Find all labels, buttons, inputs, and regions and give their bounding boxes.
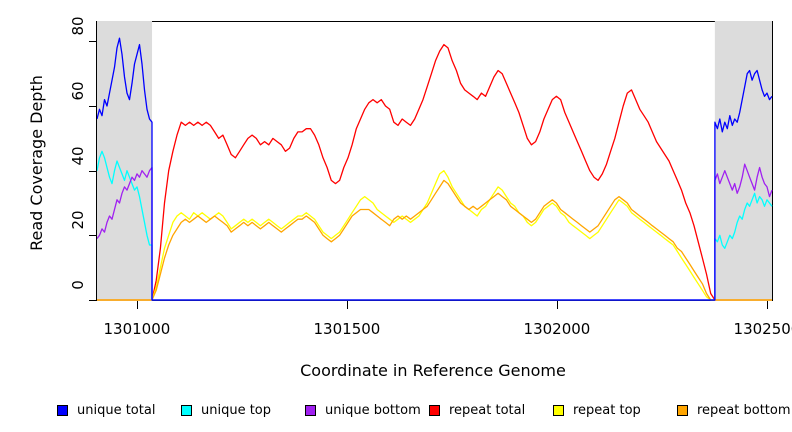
x-axis-title: Coordinate in Reference Genome bbox=[300, 361, 566, 380]
y-tick-mark bbox=[89, 41, 97, 43]
legend-item-unique-total: unique total bbox=[57, 401, 181, 419]
series-line-repeat-top bbox=[97, 170, 772, 301]
y-tick-mark bbox=[89, 235, 97, 237]
y-tick-mark bbox=[89, 300, 97, 301]
shaded-region-right-flank bbox=[714, 21, 772, 301]
legend-swatch-icon bbox=[181, 404, 192, 416]
plot-area bbox=[97, 21, 773, 301]
legend-item-unique-top: unique top bbox=[181, 401, 305, 419]
y-tick-label: 20 bbox=[69, 210, 87, 230]
y-tick-label: 40 bbox=[69, 146, 87, 166]
x-tick-label: 1302000 bbox=[523, 320, 591, 338]
legend-label: unique bottom bbox=[325, 402, 421, 418]
legend-item-repeat-total: repeat total bbox=[429, 401, 553, 419]
legend-label: unique total bbox=[77, 402, 156, 418]
legend-swatch-icon bbox=[677, 404, 688, 416]
series-line-repeat-bottom bbox=[97, 179, 772, 301]
legend-swatch-icon bbox=[57, 404, 68, 416]
x-tick-label: 1301000 bbox=[103, 320, 171, 338]
legend-label: repeat bottom bbox=[697, 402, 791, 418]
series-line-unique-total bbox=[97, 37, 773, 301]
x-tick-mark bbox=[346, 301, 348, 309]
legend-swatch-icon bbox=[429, 404, 440, 416]
y-tick-label: 80 bbox=[69, 16, 87, 36]
x-tick-mark bbox=[766, 301, 768, 309]
x-tick-mark bbox=[556, 301, 558, 309]
legend-label: repeat top bbox=[573, 402, 641, 418]
legend-item-repeat-bottom: repeat bottom bbox=[677, 401, 792, 419]
legend-label: repeat total bbox=[449, 402, 526, 418]
series-line-repeat-total bbox=[97, 43, 772, 301]
legend: unique total unique top unique bottom repea… bbox=[57, 401, 792, 419]
y-tick-mark bbox=[89, 106, 97, 108]
legend-label: unique top bbox=[201, 402, 272, 418]
x-tick-mark bbox=[136, 301, 138, 309]
y-tick-label: 60 bbox=[69, 81, 87, 101]
y-tick-mark bbox=[89, 170, 97, 172]
legend-item-repeat-top: repeat top bbox=[553, 401, 677, 419]
x-tick-label: 1301500 bbox=[313, 320, 381, 338]
y-axis-title: Read Coverage Depth bbox=[27, 75, 46, 251]
legend-swatch-icon bbox=[305, 404, 316, 416]
y-tick-label: 0 bbox=[69, 280, 87, 290]
legend-item-unique-bottom: unique bottom bbox=[305, 401, 429, 419]
series-line-unique-top bbox=[97, 150, 773, 301]
legend-swatch-icon bbox=[553, 404, 564, 416]
